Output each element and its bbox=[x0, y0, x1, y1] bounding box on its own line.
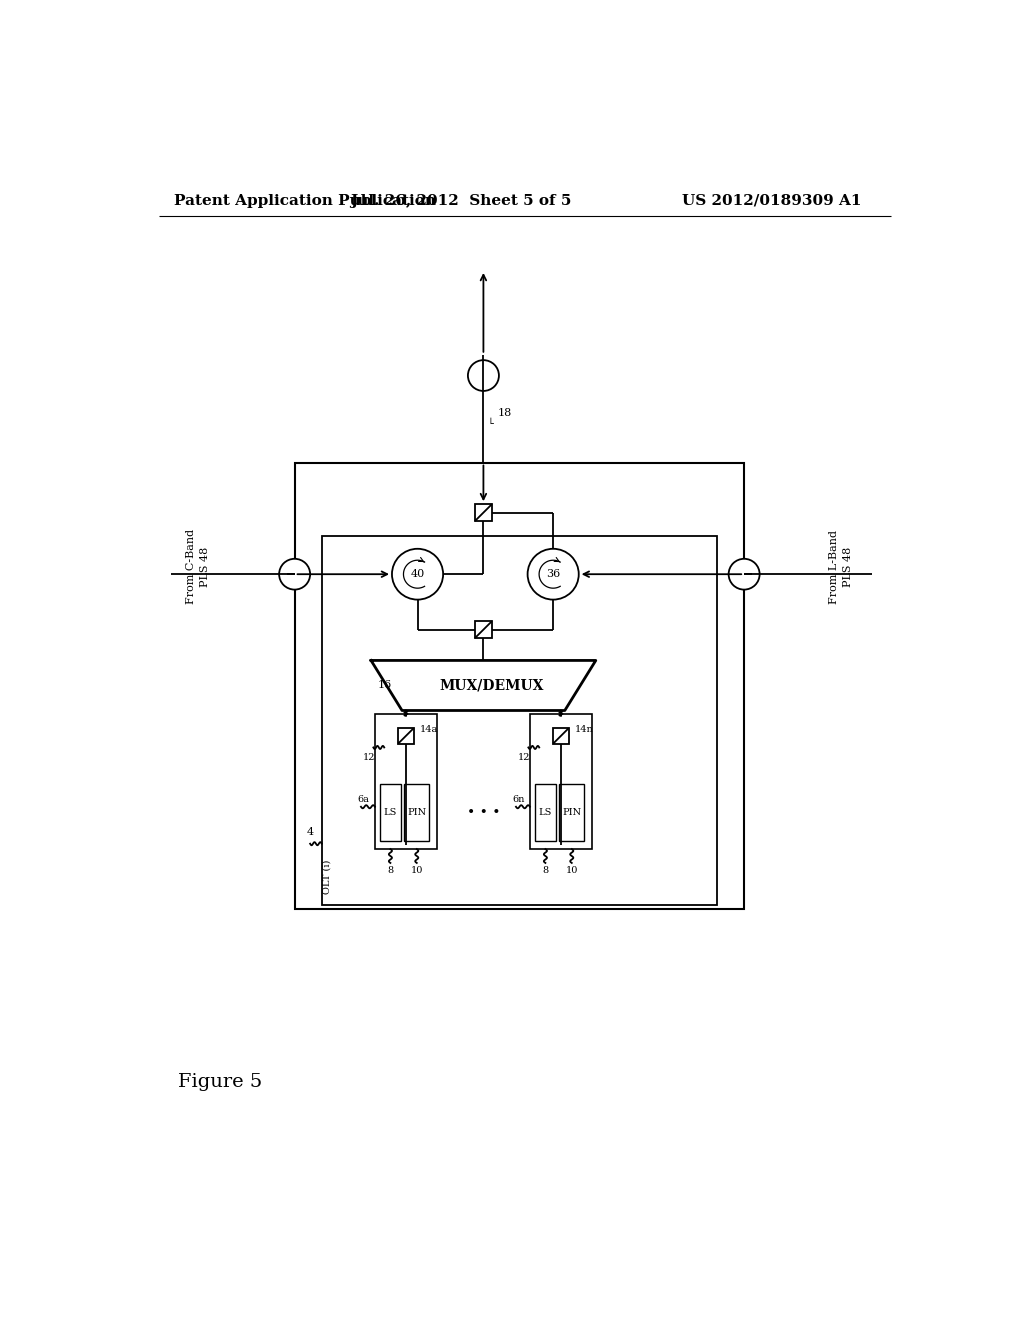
Bar bbox=[322, 536, 717, 906]
Bar bbox=[295, 462, 744, 909]
Text: 16: 16 bbox=[378, 681, 392, 690]
Bar bbox=[535, 784, 556, 841]
Bar bbox=[559, 784, 584, 841]
Text: 40: 40 bbox=[411, 569, 425, 579]
Bar bbox=[475, 622, 492, 638]
Text: MUX/DEMUX: MUX/DEMUX bbox=[439, 678, 544, 693]
Text: PIN: PIN bbox=[408, 808, 426, 817]
Text: 18: 18 bbox=[498, 408, 512, 417]
Circle shape bbox=[280, 558, 310, 590]
Text: LS: LS bbox=[539, 808, 552, 817]
Bar bbox=[404, 784, 429, 841]
Text: • • •: • • • bbox=[467, 805, 500, 820]
Text: 8: 8 bbox=[387, 866, 393, 875]
Text: PIN: PIN bbox=[562, 808, 582, 817]
Text: └: └ bbox=[487, 420, 494, 429]
Text: 12: 12 bbox=[364, 752, 376, 762]
Text: LS: LS bbox=[384, 808, 397, 817]
Bar bbox=[475, 504, 492, 521]
Bar bbox=[380, 784, 401, 841]
Text: OLT (i): OLT (i) bbox=[323, 859, 331, 894]
Circle shape bbox=[527, 549, 579, 599]
Text: Figure 5: Figure 5 bbox=[178, 1073, 262, 1092]
Text: 4: 4 bbox=[306, 828, 313, 837]
Text: 14a: 14a bbox=[420, 725, 438, 734]
Bar bbox=[375, 714, 437, 849]
Text: From C-Band
PLS 48: From C-Band PLS 48 bbox=[185, 529, 210, 605]
Bar bbox=[398, 729, 414, 743]
Bar bbox=[553, 729, 568, 743]
Text: 36: 36 bbox=[546, 569, 560, 579]
Text: 6a: 6a bbox=[357, 795, 370, 804]
Text: 8: 8 bbox=[543, 866, 549, 875]
Text: From L-Band
PLS 48: From L-Band PLS 48 bbox=[829, 529, 853, 603]
Text: 10: 10 bbox=[565, 866, 578, 875]
Text: 10: 10 bbox=[411, 866, 423, 875]
Text: 14n: 14n bbox=[574, 725, 594, 734]
Bar bbox=[529, 714, 592, 849]
Text: Patent Application Publication: Patent Application Publication bbox=[174, 194, 436, 207]
Circle shape bbox=[729, 558, 760, 590]
Text: US 2012/0189309 A1: US 2012/0189309 A1 bbox=[682, 194, 861, 207]
Text: 6n: 6n bbox=[513, 795, 525, 804]
Text: 12: 12 bbox=[518, 752, 530, 762]
Text: Jul. 26, 2012  Sheet 5 of 5: Jul. 26, 2012 Sheet 5 of 5 bbox=[350, 194, 572, 207]
Circle shape bbox=[468, 360, 499, 391]
Circle shape bbox=[392, 549, 443, 599]
